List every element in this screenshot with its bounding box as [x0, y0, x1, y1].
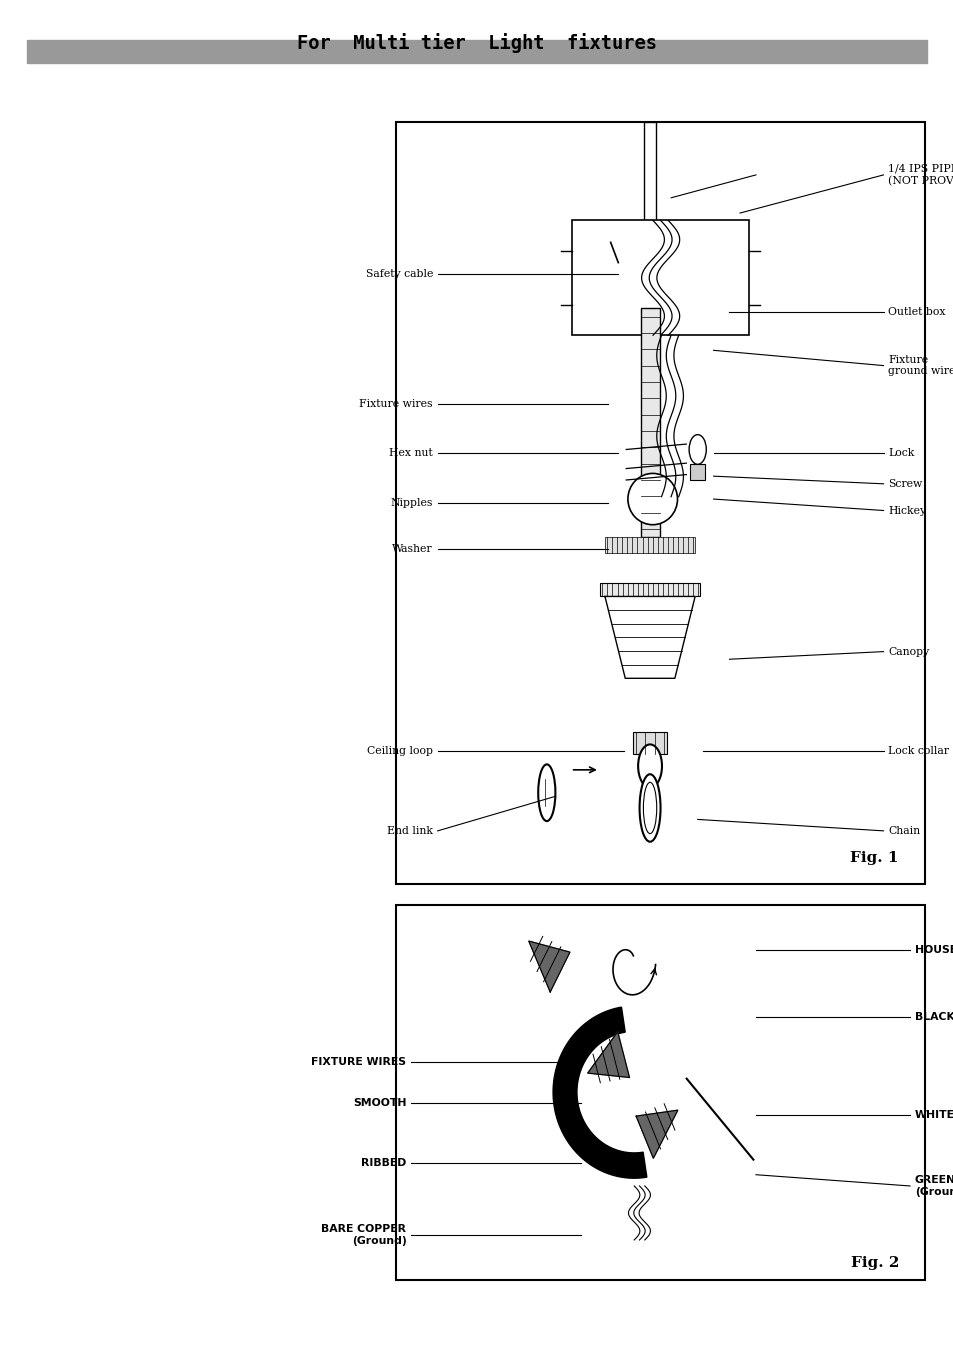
- Text: HOUSE WIRES: HOUSE WIRES: [914, 945, 953, 954]
- Text: Screw: Screw: [887, 479, 922, 489]
- Text: Chain: Chain: [887, 826, 920, 836]
- Text: Safety cable: Safety cable: [365, 269, 433, 279]
- Text: Outlet box: Outlet box: [887, 308, 944, 317]
- Text: Washer: Washer: [392, 544, 433, 554]
- Bar: [27, 40, 926, 63]
- Text: End link: End link: [387, 826, 433, 836]
- Text: Fig. 1: Fig. 1: [849, 852, 898, 865]
- Bar: [639, 308, 659, 537]
- Bar: [632, 732, 666, 753]
- Text: WHITE: WHITE: [914, 1110, 953, 1119]
- Bar: [643, 122, 655, 232]
- Text: Hickey: Hickey: [887, 505, 925, 516]
- Text: Lock collar: Lock collar: [887, 745, 948, 756]
- Text: Canopy: Canopy: [887, 647, 928, 656]
- Polygon shape: [636, 1110, 677, 1158]
- Ellipse shape: [642, 783, 656, 833]
- Text: SMOOTH: SMOOTH: [353, 1099, 406, 1108]
- Polygon shape: [528, 941, 569, 992]
- Text: Fixture
ground wire: Fixture ground wire: [887, 355, 953, 377]
- Ellipse shape: [638, 744, 661, 787]
- Ellipse shape: [537, 764, 555, 821]
- Text: Ceiling loop: Ceiling loop: [367, 745, 433, 756]
- Ellipse shape: [639, 775, 659, 842]
- Text: Nipples: Nipples: [390, 498, 433, 508]
- Bar: [395, 904, 924, 1280]
- Text: FIXTURE WIRES: FIXTURE WIRES: [312, 1057, 406, 1066]
- Bar: [572, 220, 748, 335]
- Text: For  Multi tier  Light  fixtures: For Multi tier Light fixtures: [296, 32, 657, 53]
- Ellipse shape: [627, 474, 677, 525]
- Polygon shape: [604, 597, 695, 678]
- Bar: [689, 464, 704, 481]
- Text: Fig. 2: Fig. 2: [850, 1257, 898, 1270]
- Bar: [395, 122, 924, 884]
- Bar: [604, 537, 695, 554]
- Text: Lock: Lock: [887, 448, 914, 458]
- Text: Fixture wires: Fixture wires: [359, 398, 433, 409]
- Text: BARE COPPER
(Ground): BARE COPPER (Ground): [321, 1224, 406, 1246]
- Polygon shape: [553, 1007, 646, 1179]
- Text: GREEN
(Ground): GREEN (Ground): [914, 1174, 953, 1197]
- Text: BLACK: BLACK: [914, 1012, 953, 1022]
- Text: RIBBED: RIBBED: [361, 1158, 406, 1169]
- Text: 1/4 IPS PIPE
(NOT PROVIDED): 1/4 IPS PIPE (NOT PROVIDED): [887, 163, 953, 186]
- Text: Hex nut: Hex nut: [389, 448, 433, 458]
- Bar: [599, 583, 700, 597]
- Polygon shape: [587, 1031, 629, 1077]
- Ellipse shape: [688, 435, 705, 464]
